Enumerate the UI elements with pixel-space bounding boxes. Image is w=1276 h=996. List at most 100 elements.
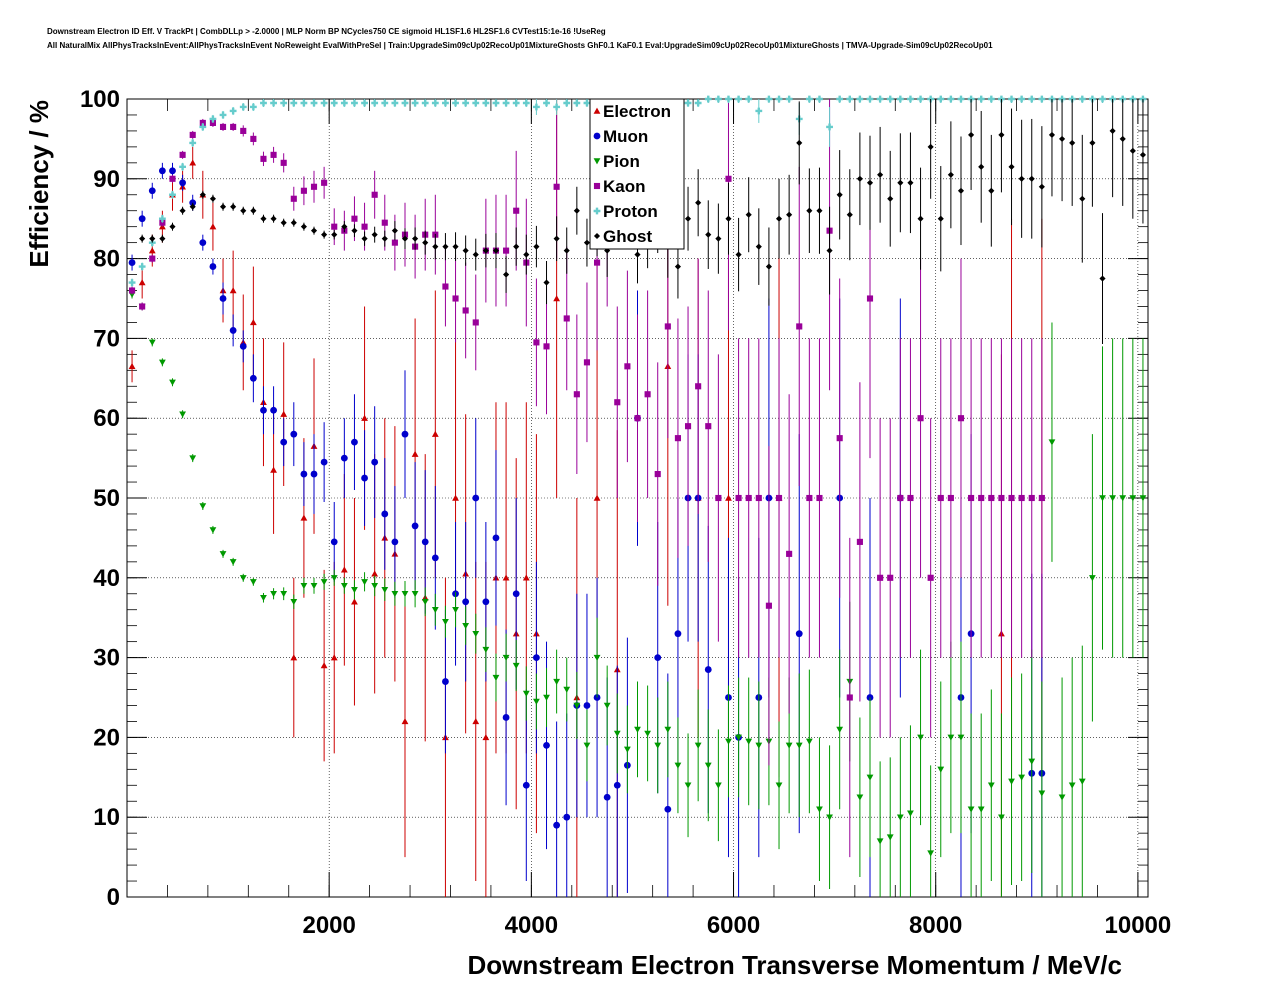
pion-point — [674, 762, 682, 769]
proton-point — [330, 99, 338, 107]
muon-point — [421, 538, 429, 546]
kaon-point — [128, 287, 136, 294]
electron-point — [522, 574, 530, 581]
electron-point — [431, 430, 439, 437]
ghost-point — [634, 251, 641, 258]
muon-point — [522, 781, 530, 789]
pion-point — [239, 575, 247, 582]
ghost-point — [1099, 275, 1106, 282]
proton-point — [553, 103, 561, 111]
muon-point — [391, 538, 399, 546]
pion-point — [249, 579, 257, 586]
pion-point — [502, 654, 510, 661]
pion-point — [300, 583, 308, 590]
proton-point — [775, 95, 783, 103]
proton-point — [229, 107, 237, 115]
ghost-point — [968, 131, 975, 138]
muon-point — [664, 805, 672, 813]
muon-point — [442, 678, 449, 685]
pion-point — [1038, 790, 1046, 797]
ghost-point — [149, 235, 156, 242]
muon-point — [199, 239, 207, 247]
proton-point — [381, 99, 389, 107]
pion-point — [1048, 439, 1056, 446]
pion-point — [856, 794, 864, 801]
proton-point — [189, 139, 197, 147]
ghost-point — [260, 215, 267, 222]
proton-point — [512, 99, 520, 107]
ghost-point — [1018, 175, 1025, 182]
ghost-point — [1038, 183, 1045, 190]
ghost-point — [1048, 131, 1056, 138]
proton-point — [856, 95, 864, 103]
muon-point — [330, 538, 338, 546]
pion-point — [351, 587, 358, 594]
electron-point — [209, 223, 217, 230]
kaon-point — [189, 131, 196, 138]
proton-point — [401, 99, 409, 107]
pion-point — [745, 738, 753, 745]
proton-point — [1038, 95, 1046, 103]
kaon-point — [573, 391, 580, 398]
pion-point — [421, 599, 429, 606]
muon-point — [280, 438, 288, 446]
kaon-point — [806, 494, 813, 502]
proton-point — [270, 99, 277, 107]
pion-point — [522, 690, 530, 697]
ghost-point — [988, 187, 995, 194]
ghost-point — [695, 199, 702, 206]
proton-point — [219, 111, 227, 119]
ghost-point — [553, 235, 560, 242]
pion-point — [785, 742, 793, 749]
series-kaon — [128, 99, 1045, 858]
electron-point — [502, 574, 510, 581]
kaon-point — [735, 494, 742, 502]
muon-point — [462, 598, 470, 606]
pion-point — [927, 850, 935, 857]
pion-point — [401, 591, 409, 598]
y-tick-label: 40 — [93, 565, 120, 592]
pion-point — [998, 814, 1005, 821]
ghost-point — [1079, 195, 1086, 202]
pion-point — [664, 726, 672, 733]
y-tick-label: 90 — [93, 166, 120, 193]
pion-point — [654, 742, 662, 749]
ghost-point — [826, 247, 833, 254]
legend-label-ghost: Ghost — [603, 227, 652, 246]
plot-title-line-1: Downstream Electron ID Eff. V TrackPt | … — [47, 27, 606, 36]
kaon-point — [877, 574, 884, 581]
kaon-point — [654, 471, 661, 478]
axis-ticks: 0 10 20 30 40 50 60 70 80 90 100 2000 4000 6000 8000 10… — [80, 86, 1171, 939]
proton-point — [704, 95, 712, 103]
kaon-point — [816, 494, 823, 502]
pion-point — [896, 814, 904, 821]
pion-point — [563, 686, 571, 693]
proton-point — [1099, 95, 1106, 103]
kaon-point — [866, 295, 874, 302]
kaon-point — [1018, 494, 1025, 502]
kaon-point — [179, 151, 186, 158]
proton-point — [694, 99, 702, 107]
muon-point — [401, 430, 409, 438]
proton-point — [725, 95, 732, 103]
proton-point — [1028, 95, 1036, 103]
kaon-point — [684, 423, 692, 430]
proton-point — [340, 99, 348, 107]
proton-point — [745, 95, 753, 103]
legend-label-kaon: Kaon — [603, 177, 646, 196]
ghost-point — [1139, 151, 1147, 158]
muon-point — [674, 630, 682, 638]
proton-point — [411, 99, 419, 107]
kaon-point — [887, 574, 894, 581]
ghost-point — [209, 195, 216, 202]
x-axis-label: Downstream Electron Transverse Momentum … — [467, 950, 1122, 980]
ghost-point — [361, 235, 368, 242]
kaon-point — [149, 255, 156, 262]
muon-point — [148, 187, 156, 195]
y-tick-label: 10 — [93, 804, 120, 831]
ghost-point — [492, 247, 500, 254]
electron-point — [452, 494, 459, 501]
electron-point — [148, 247, 156, 254]
electron-point — [280, 410, 288, 417]
kaon-point — [219, 123, 227, 130]
